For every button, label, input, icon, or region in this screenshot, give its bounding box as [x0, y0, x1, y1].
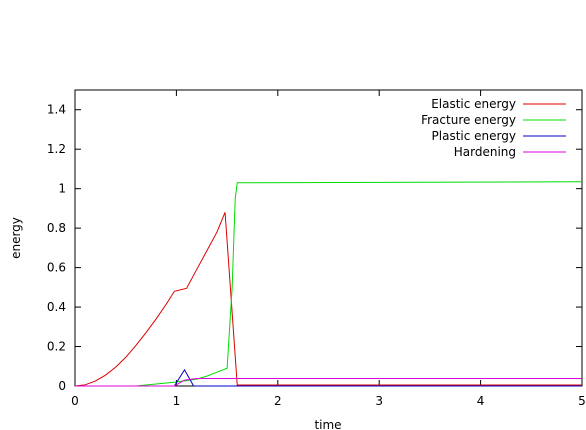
legend-label-hardening: Hardening [454, 145, 516, 159]
series-line-elastic-energy [74, 212, 582, 387]
x-axis-label: time [314, 418, 341, 430]
y-tick-label: 0.6 [47, 261, 66, 275]
y-axis-label: energy [9, 217, 23, 259]
legend-label-fracture-energy: Fracture energy [421, 113, 516, 127]
y-tick-label: 0.8 [47, 221, 66, 235]
y-tick-label: 1 [58, 182, 66, 196]
x-tick-label: 4 [477, 394, 485, 408]
x-tick-label: 0 [71, 394, 79, 408]
x-tick-label: 2 [274, 394, 282, 408]
x-tick-label: 3 [375, 394, 383, 408]
y-axis-ticks: 0 0.2 0.4 0.6 0.8 1 1.2 1.4 [47, 103, 582, 393]
legend: Elastic energy Fracture energy Plastic ene… [421, 97, 566, 159]
series-layer [74, 181, 583, 387]
y-tick-label: 0.4 [47, 300, 66, 314]
series-line-hardening [75, 378, 582, 387]
series-line-plastic-energy [75, 368, 582, 387]
y-tick-label: 0 [58, 379, 66, 393]
series-line-fracture-energy [75, 181, 583, 387]
x-tick-label: 5 [578, 394, 586, 408]
x-axis-ticks: 0 1 2 3 4 5 [71, 90, 586, 408]
legend-label-elastic-energy: Elastic energy [431, 97, 516, 111]
x-tick-label: 1 [173, 394, 181, 408]
y-tick-label: 1.2 [47, 142, 66, 156]
y-tick-label: 1.4 [47, 103, 66, 117]
y-tick-label: 0.2 [47, 340, 66, 354]
legend-label-plastic-energy: Plastic energy [432, 129, 516, 143]
